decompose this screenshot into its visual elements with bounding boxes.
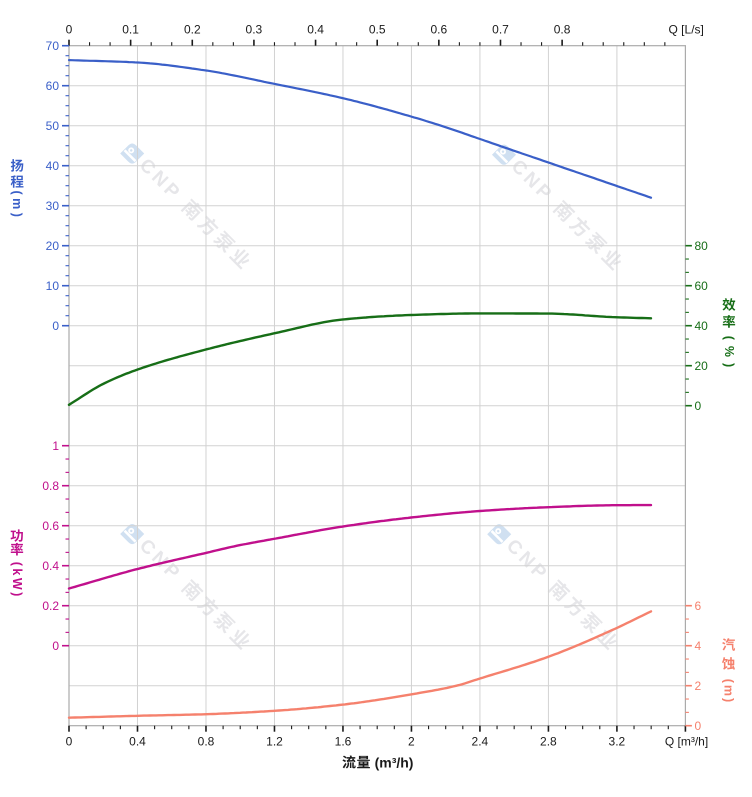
svg-text:1.2: 1.2 <box>266 734 283 748</box>
svg-text:70: 70 <box>46 39 60 53</box>
svg-text:0.8: 0.8 <box>198 734 215 748</box>
svg-text:(%): (%) <box>722 336 736 373</box>
svg-text:40: 40 <box>695 319 709 333</box>
svg-text:1: 1 <box>52 439 59 453</box>
svg-text:3.2: 3.2 <box>609 734 626 748</box>
svg-text:4: 4 <box>695 639 702 653</box>
svg-text:0.4: 0.4 <box>42 559 59 573</box>
svg-text:6: 6 <box>695 599 702 613</box>
svg-text:(m³/h): (m³/h) <box>375 754 414 770</box>
svg-text:0.6: 0.6 <box>42 519 59 533</box>
svg-text:0.8: 0.8 <box>554 22 571 36</box>
svg-text:60: 60 <box>695 279 709 293</box>
svg-text:20: 20 <box>695 359 709 373</box>
svg-text:10: 10 <box>46 279 60 293</box>
svg-text:(m): (m) <box>10 191 24 221</box>
svg-text:Q [L/s]: Q [L/s] <box>669 22 704 36</box>
svg-text:0.7: 0.7 <box>492 22 509 36</box>
svg-text:60: 60 <box>46 79 60 93</box>
svg-text:0: 0 <box>695 399 702 413</box>
svg-text:Q [m³/h]: Q [m³/h] <box>665 734 708 748</box>
svg-text:0: 0 <box>695 719 702 733</box>
svg-text:0.1: 0.1 <box>122 22 139 36</box>
svg-text:2: 2 <box>695 679 702 693</box>
svg-text:0.8: 0.8 <box>42 479 59 493</box>
svg-text:0.4: 0.4 <box>307 22 324 36</box>
svg-text:CNP: CNP <box>502 535 553 586</box>
svg-text:50: 50 <box>46 119 60 133</box>
svg-text:2.8: 2.8 <box>540 734 557 748</box>
svg-text:2.4: 2.4 <box>472 734 489 748</box>
svg-text:CNP: CNP <box>135 155 186 206</box>
svg-text:80: 80 <box>695 239 709 253</box>
svg-text:0.2: 0.2 <box>184 22 201 36</box>
svg-text:0.5: 0.5 <box>369 22 386 36</box>
svg-text:2: 2 <box>408 734 415 748</box>
svg-text:CNP: CNP <box>135 535 186 586</box>
svg-text:40: 40 <box>46 159 60 173</box>
svg-text:0: 0 <box>66 734 73 748</box>
svg-text:1.6: 1.6 <box>335 734 352 748</box>
svg-text:0.6: 0.6 <box>430 22 447 36</box>
svg-text:0.4: 0.4 <box>129 734 146 748</box>
svg-text:0: 0 <box>52 639 59 653</box>
svg-text:0.3: 0.3 <box>246 22 263 36</box>
svg-text:20: 20 <box>46 239 60 253</box>
svg-text:0.2: 0.2 <box>42 599 59 613</box>
svg-text:(m): (m) <box>722 679 736 704</box>
svg-text:0: 0 <box>66 22 73 36</box>
svg-text:30: 30 <box>46 199 60 213</box>
svg-text:0: 0 <box>52 319 59 333</box>
svg-text:(kW): (kW) <box>10 562 24 599</box>
